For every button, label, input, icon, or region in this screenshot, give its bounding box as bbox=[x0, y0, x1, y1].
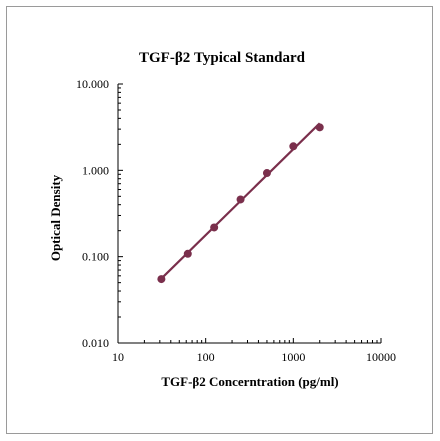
y-tick-label: 10.000 bbox=[76, 77, 109, 91]
data-point bbox=[315, 123, 324, 132]
x-axis-label: TGF-β2 Concerntration (pg/ml) bbox=[161, 374, 338, 389]
y-tick-label: 0.010 bbox=[82, 336, 109, 350]
data-point bbox=[236, 195, 245, 204]
x-tick-label: 10 bbox=[112, 350, 124, 364]
x-tick-label: 10000 bbox=[366, 350, 396, 364]
y-tick-label: 0.100 bbox=[82, 250, 109, 264]
data-point bbox=[210, 223, 219, 232]
data-points bbox=[157, 123, 324, 284]
chart-title: TGF-β2 Typical Standard bbox=[139, 50, 306, 66]
y-axis-label: Optical Density bbox=[48, 174, 63, 261]
x-axis-ticks: 10 100 1000 10000 bbox=[112, 338, 396, 364]
data-point bbox=[262, 169, 271, 178]
data-point bbox=[289, 142, 298, 151]
x-tick-label: 100 bbox=[197, 350, 215, 364]
y-tick-label: 1.000 bbox=[82, 163, 109, 177]
chart-frame bbox=[6, 6, 433, 434]
y-axis-ticks: 0.010 0.100 1.000 10.000 bbox=[76, 77, 123, 350]
x-tick-label: 1000 bbox=[281, 350, 305, 364]
data-point bbox=[183, 249, 192, 258]
data-point bbox=[157, 275, 166, 284]
